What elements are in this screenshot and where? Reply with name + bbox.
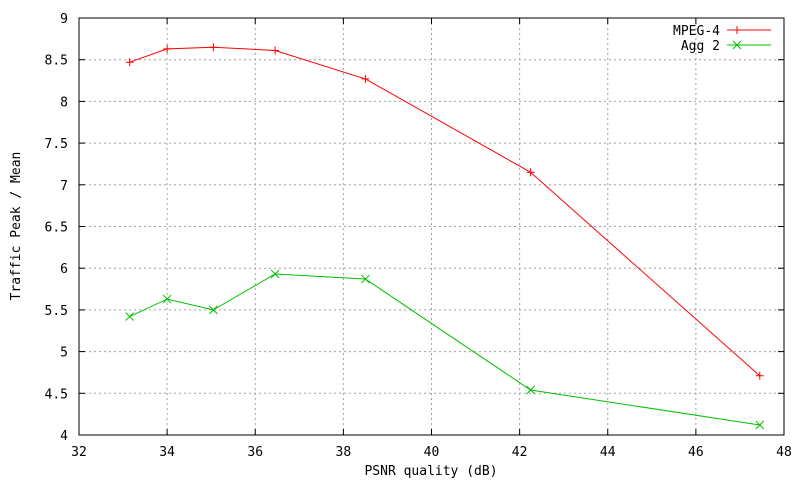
x-tick-label: 44 <box>600 445 616 460</box>
series-group <box>125 43 765 430</box>
y-tick-label: 4.5 <box>45 387 68 402</box>
y-tick-label: 6 <box>60 262 68 277</box>
y-tick-label: 9 <box>60 12 68 27</box>
x-tick-label: 32 <box>71 445 87 460</box>
y-tick-label: 5.5 <box>45 304 68 319</box>
plus-marker <box>271 46 280 55</box>
legend-label: MPEG-4 <box>673 24 720 39</box>
x-tick-label: 36 <box>247 445 263 460</box>
gridlines <box>79 18 784 435</box>
legend-label: Agg 2 <box>681 39 720 54</box>
y-tick-label: 6.5 <box>45 221 68 236</box>
cross-marker <box>270 269 280 279</box>
x-tick-label: 34 <box>159 445 175 460</box>
plus-marker <box>209 43 218 52</box>
x-tick-label: 40 <box>424 445 440 460</box>
y-tick-label: 7 <box>60 179 68 194</box>
x-tick-label: 38 <box>336 445 352 460</box>
series-agg-2 <box>125 269 765 430</box>
cross-marker <box>526 385 535 395</box>
y-axis-title: Traffic Peak / Mean <box>9 152 24 301</box>
y-tick-label: 8.5 <box>45 54 68 69</box>
cross-marker <box>125 312 135 321</box>
axis-ticks: 32 34 36 38 40 42 44 46 48 4 4.5 5 5.5 6 6.5 7 7.5 8 8.5 9 <box>45 12 792 460</box>
cross-marker <box>732 40 742 50</box>
series-mpeg-4 <box>125 43 764 380</box>
series-line-agg-2 <box>129 273 760 426</box>
y-tick-label: 4 <box>60 429 68 444</box>
plus-marker <box>163 44 172 53</box>
cross-marker <box>755 420 765 430</box>
y-tick-label: 5 <box>60 346 68 361</box>
series-line-mpeg-4 <box>129 46 761 377</box>
cross-marker <box>209 305 218 315</box>
x-tick-label: 46 <box>688 445 704 460</box>
y-tick-label: 8 <box>60 95 68 110</box>
x-axis-title: PSNR quality (dB) <box>364 464 497 479</box>
x-tick-label: 42 <box>512 445 528 460</box>
cross-marker <box>361 274 370 284</box>
plus-marker <box>361 74 370 83</box>
y-tick-label: 7.5 <box>45 137 68 152</box>
plus-marker <box>125 58 134 67</box>
plus-marker <box>733 26 741 34</box>
x-tick-label: 48 <box>776 445 792 460</box>
plus-marker <box>755 371 764 380</box>
plus-marker <box>526 168 535 177</box>
cross-marker <box>162 294 172 304</box>
